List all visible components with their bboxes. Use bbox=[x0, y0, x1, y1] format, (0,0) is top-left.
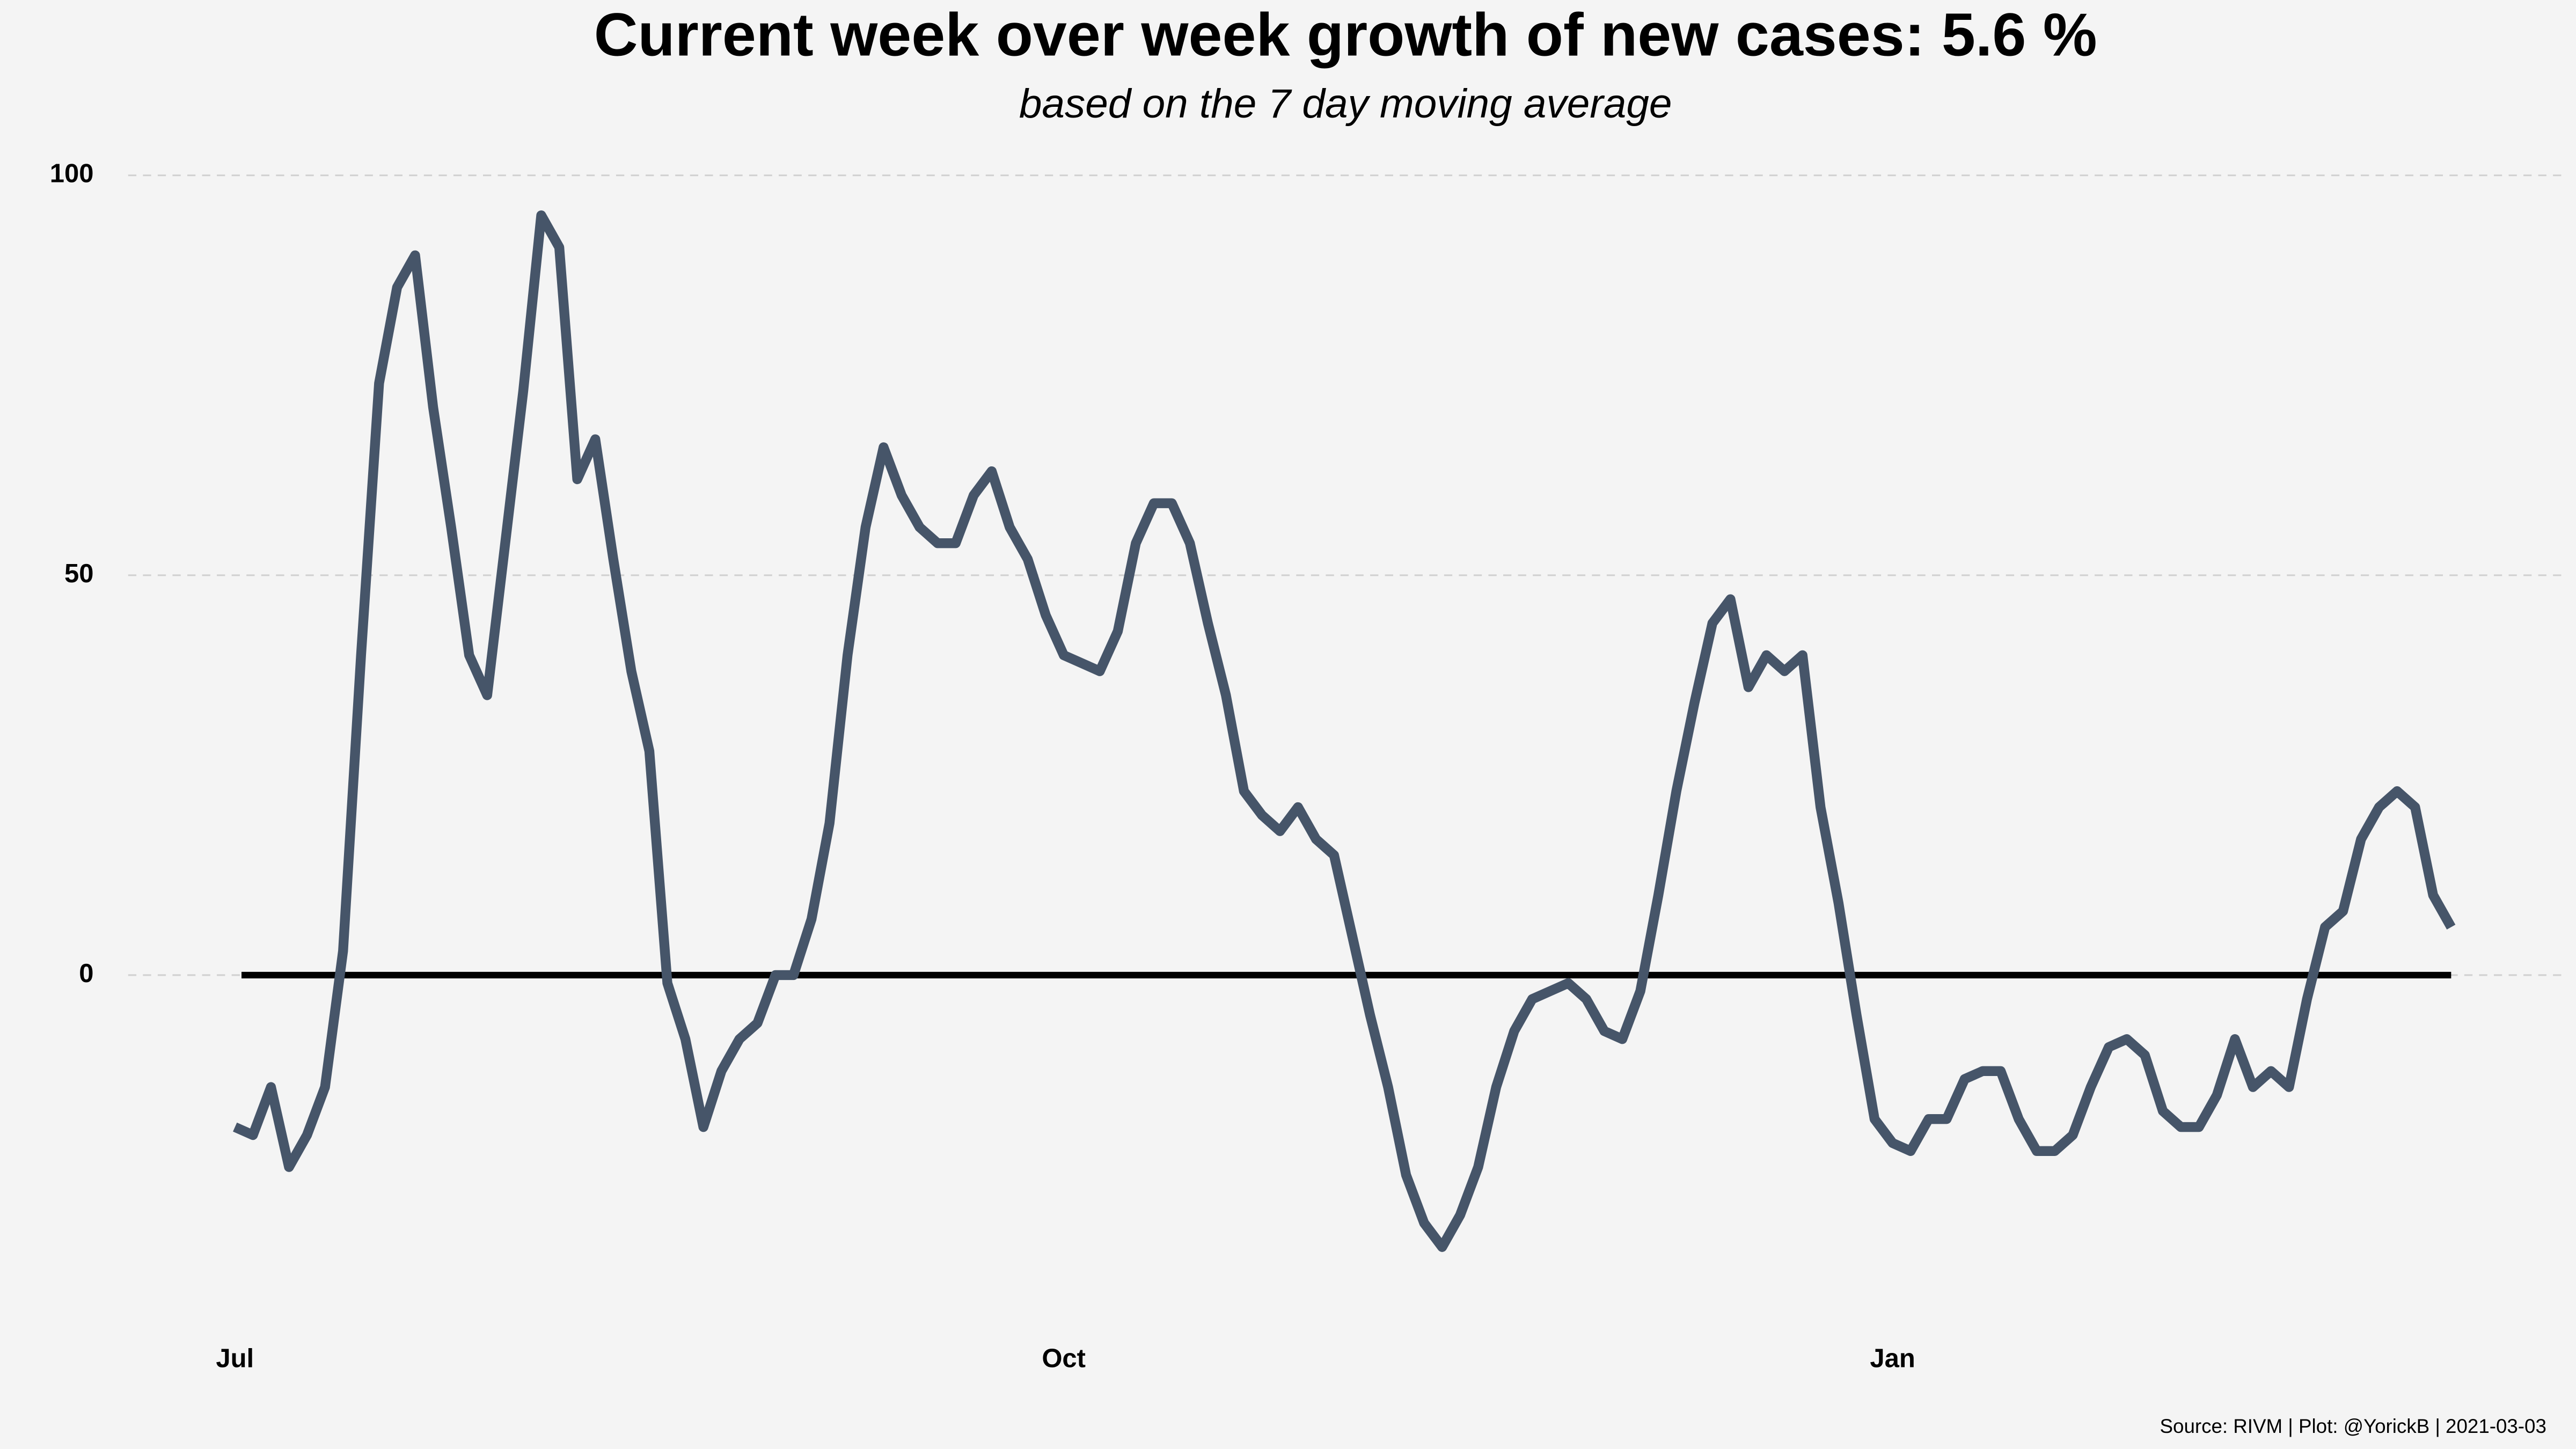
y-tick-label: 50 bbox=[64, 559, 93, 588]
y-tick-label: 0 bbox=[79, 959, 93, 988]
chart-subtitle: based on the 7 day moving average bbox=[1019, 81, 1672, 127]
x-tick-label: Jan bbox=[1870, 1344, 1915, 1373]
y-tick-label: 100 bbox=[50, 159, 94, 188]
chart-title: Current week over week growth of new cas… bbox=[594, 1, 2097, 69]
caption: Source: RIVM | Plot: @YorickB | 2021-03-… bbox=[2160, 1415, 2546, 1437]
x-tick-label: Oct bbox=[1042, 1344, 1086, 1373]
data-line bbox=[233, 210, 2456, 1252]
x-tick-label: Jul bbox=[216, 1344, 254, 1373]
